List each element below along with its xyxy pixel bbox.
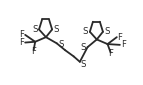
Text: S: S [105,27,110,36]
Text: F: F [31,46,36,56]
Text: F: F [121,40,126,49]
Text: S: S [83,27,88,36]
Text: F: F [19,38,24,47]
Text: F: F [118,33,122,42]
Text: F: F [19,30,24,39]
Text: S: S [32,25,37,34]
Text: F: F [108,49,113,58]
Text: S: S [81,60,86,69]
Text: S: S [54,25,59,34]
Text: S: S [81,43,86,52]
Text: S: S [58,40,64,49]
